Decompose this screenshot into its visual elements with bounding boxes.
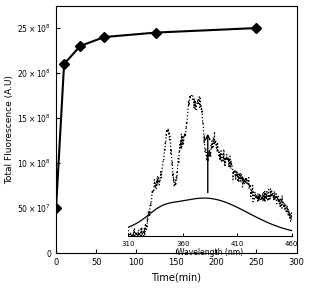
X-axis label: Time(min): Time(min) [151, 272, 201, 283]
Y-axis label: Total Fluorescence (A.U): Total Fluorescence (A.U) [6, 75, 15, 184]
